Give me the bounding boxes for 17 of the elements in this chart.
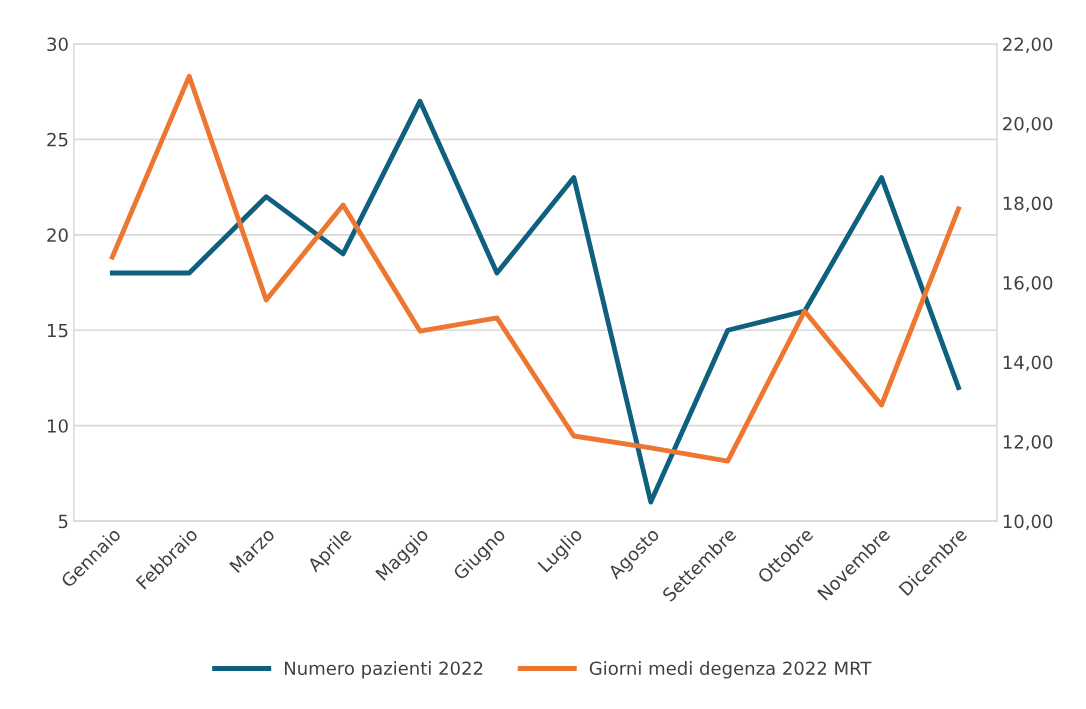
y-tick-label: 20 bbox=[47, 228, 68, 242]
y-tick-label: 25 bbox=[47, 132, 68, 147]
y2-tick-label: 22,00 bbox=[1003, 37, 1053, 53]
y2-tick-label: 20,00 bbox=[1003, 116, 1053, 133]
legend-label: Giorni medi degenza 2022 MRT bbox=[589, 661, 872, 679]
y2-tick-label: 12,00 bbox=[1003, 435, 1053, 451]
y2-tick-label: 14,00 bbox=[1003, 355, 1053, 372]
y-tick-label: 15 bbox=[47, 323, 68, 338]
y-tick-label: 30 bbox=[47, 37, 68, 52]
y2-tick-label: 10,00 bbox=[1003, 514, 1053, 531]
line-series bbox=[109, 73, 961, 464]
y2-tick-label: 18,00 bbox=[1003, 196, 1053, 212]
y-tick-label: 10 bbox=[47, 419, 68, 433]
y2-tick-label: 16,00 bbox=[1003, 276, 1053, 292]
line-series bbox=[109, 98, 961, 505]
legend-label: Numero pazienti 2022 bbox=[284, 661, 483, 679]
y-tick-label: 5 bbox=[58, 514, 68, 529]
